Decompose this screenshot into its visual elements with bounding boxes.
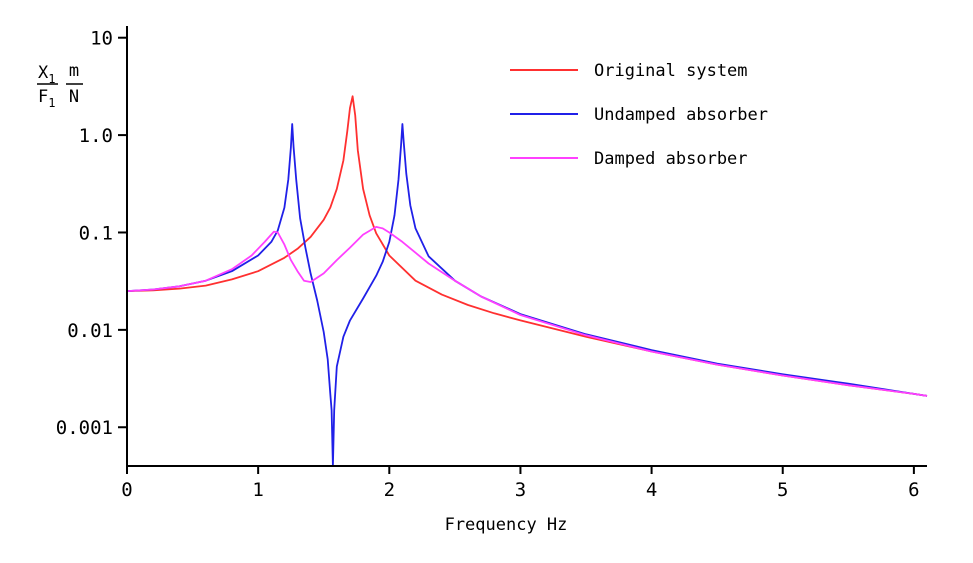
x-tick-label: 5 xyxy=(777,479,788,501)
x-axis-label: Frequency Hz xyxy=(445,515,568,535)
plot-lines xyxy=(126,95,928,467)
y-tick-label: 0.01 xyxy=(67,320,113,342)
x-tick-label: 6 xyxy=(908,479,919,501)
series-line-damped-absorber xyxy=(126,226,928,397)
x-tick-label: 0 xyxy=(121,479,132,501)
y-label-denominator: F1 xyxy=(38,87,55,110)
legend: Original system Undamped absorber Damped a… xyxy=(510,61,768,169)
legend-label-damped-absorber: Damped absorber xyxy=(594,149,748,169)
y-label-numerator: X1 xyxy=(38,63,55,86)
legend-label-original-system: Original system xyxy=(594,61,748,81)
y-axis-label: X1 F1 m N xyxy=(37,61,83,110)
y-tick-label: 10 xyxy=(90,28,113,50)
series-line-undamped-absorber xyxy=(126,123,928,467)
series-line-original-system xyxy=(126,95,928,397)
y-label-unit-numerator: m xyxy=(69,61,79,81)
x-tick-label: 1 xyxy=(252,479,263,501)
y-label-unit-denominator: N xyxy=(69,87,79,107)
y-ticks: 0.001 0.01 0.1 1.0 10 xyxy=(56,28,127,439)
y-tick-label: 0.1 xyxy=(79,222,113,244)
axes xyxy=(126,26,927,467)
y-tick-label: 1.0 xyxy=(79,125,113,147)
y-tick-label: 0.001 xyxy=(56,417,113,439)
x-tick-label: 3 xyxy=(515,479,526,501)
x-tick-label: 2 xyxy=(384,479,395,501)
legend-label-undamped-absorber: Undamped absorber xyxy=(594,105,768,125)
x-ticks: 0 1 2 3 4 5 6 xyxy=(121,466,920,501)
x-tick-label: 4 xyxy=(646,479,657,501)
